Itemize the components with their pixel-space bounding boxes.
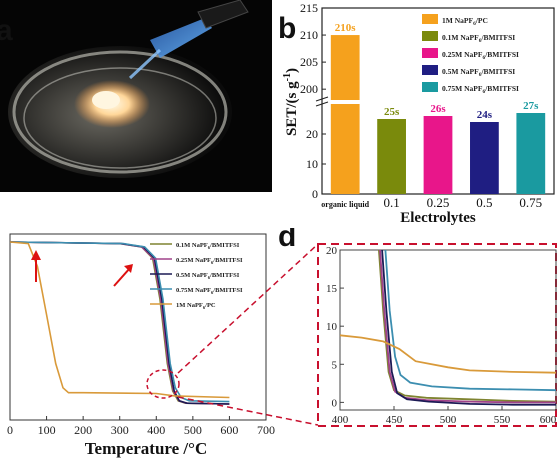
- x-tick-label: 450: [386, 414, 403, 426]
- x-tick-label: 500: [184, 423, 202, 437]
- legend-label: 0.1M NaPF6/BMITFSI: [176, 242, 240, 250]
- x-tick-label: 500: [440, 414, 457, 426]
- x-tick-label: 550: [494, 414, 511, 426]
- x-tick-label: 400: [147, 423, 165, 437]
- legend-swatch: [422, 65, 438, 75]
- x-tick-label: 100: [38, 423, 56, 437]
- panel-b-chart: b SET/(s g-1) 200 205 210 215 0 10 20 210s 25s 2…: [278, 1, 555, 226]
- legend-swatch: [422, 31, 438, 41]
- bar: [470, 122, 499, 194]
- x-tick-label: 600: [540, 414, 557, 426]
- y-tick-label: 10: [326, 321, 338, 333]
- y-tick-label: 0: [332, 397, 338, 409]
- x-axis-label: Temperature /°C: [85, 439, 207, 458]
- x-tick-label: 600: [220, 423, 238, 437]
- bar-break: [329, 100, 361, 104]
- panel-label-d: d: [278, 228, 296, 253]
- zoom-circle: [146, 369, 180, 399]
- y-tick-label: 205: [300, 55, 318, 69]
- legend-label: 0.75M NaPF6/BMITFSI: [442, 84, 519, 95]
- x-tick-label: 300: [111, 423, 129, 437]
- y-tick-label: 215: [300, 1, 318, 15]
- x-tick-label: 400: [332, 414, 349, 426]
- x-tick-label: 0.5: [476, 195, 492, 210]
- bar: [330, 35, 360, 194]
- y-tick-label: 5: [332, 359, 338, 371]
- y-tick-label: 20: [306, 127, 318, 141]
- legend-label: 0.25M NaPF6/BMITFSI: [176, 257, 243, 265]
- bar: [516, 113, 546, 194]
- bar-value-label: 26s: [430, 103, 446, 115]
- legend-swatch: [422, 82, 438, 92]
- x-tick-label: 0.25: [427, 195, 450, 210]
- panel-d-chart: d 0 5 10 15 20 400 450 500 550 600: [278, 228, 557, 427]
- bar: [423, 116, 453, 194]
- legend-swatch: [422, 48, 438, 58]
- y-tick-label: 20: [326, 245, 338, 257]
- series-line: [339, 334, 557, 374]
- legend-label: 0.1M NaPF6/BMITFSI: [442, 33, 515, 44]
- bar: [377, 119, 406, 194]
- bar-value-label: 210s: [335, 22, 357, 34]
- bar-value-label: 27s: [523, 100, 539, 112]
- x-tick-label: 700: [257, 423, 275, 437]
- x-tick-label: 0.75: [519, 195, 542, 210]
- panel-label-a: a: [0, 14, 13, 47]
- bar-value-label: 24s: [477, 109, 493, 121]
- red-arrow-right-head: [124, 264, 133, 273]
- legend-label: 0.5M NaPF6/BMITFSI: [176, 272, 240, 280]
- axis-break: [315, 96, 329, 102]
- x-tick-label: organic liquid: [321, 200, 369, 209]
- plot-frame: [9, 233, 267, 421]
- series-line: [384, 249, 557, 392]
- series-line: [381, 249, 556, 406]
- series-line: [378, 249, 557, 403]
- x-tick-label: 0.1: [383, 195, 399, 210]
- x-tick-label: 200: [74, 423, 92, 437]
- panel-label-b: b: [278, 12, 296, 45]
- legend-label: 0.5M NaPF6/BMITFSI: [442, 67, 515, 78]
- red-arrow-right: [113, 267, 131, 287]
- y-tick-label: 10: [306, 157, 318, 171]
- legend-swatch: [422, 14, 438, 24]
- plot-frame: [339, 249, 557, 411]
- y-tick-label: 15: [326, 283, 338, 295]
- legend-label: 0.75M NaPF6/BMITFSI: [176, 287, 243, 295]
- series-line: [9, 241, 230, 403]
- x-axis-label: Electrolytes: [400, 210, 476, 226]
- legend-label: 1M NaPF6/PC: [442, 16, 488, 27]
- legend-label: 1M NaPF6/PC: [176, 302, 216, 310]
- y-axis-label: SET/(s g-1): [282, 68, 300, 136]
- red-arrow-left-head: [31, 250, 41, 260]
- y-tick-label: 200: [300, 82, 318, 96]
- panel-c-chart: 0 100 200 300 400 500 600 700 0.1M NaPF6/BMITFS…: [7, 233, 275, 458]
- y-tick-label: 210: [300, 28, 318, 42]
- y-tick-label: 0: [312, 187, 318, 201]
- x-tick-label: 0: [7, 423, 13, 437]
- panel-a-photo: a: [0, 0, 272, 192]
- legend-label: 0.25M NaPF6/BMITFSI: [442, 50, 519, 61]
- axis-break: [315, 101, 329, 107]
- bar-value-label: 25s: [384, 106, 400, 118]
